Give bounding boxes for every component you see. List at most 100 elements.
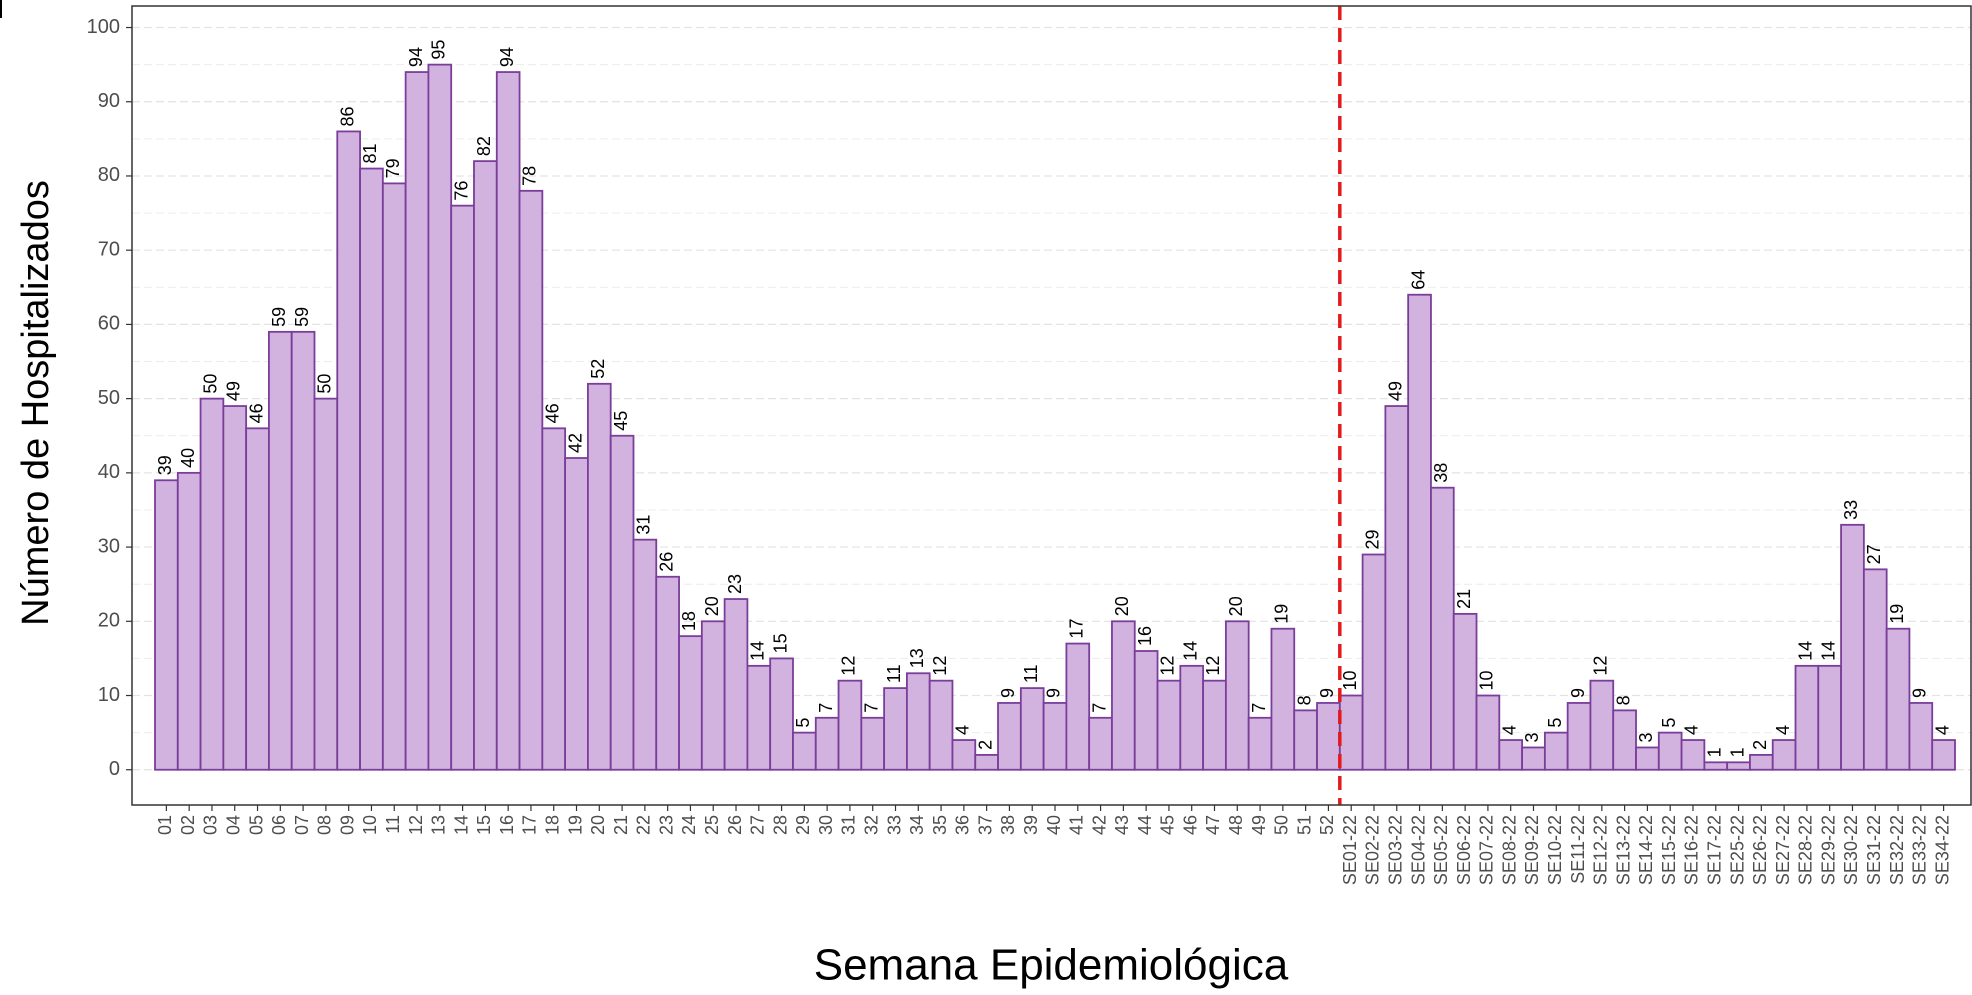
bar: [1338, 694, 1364, 771]
data-label: 4: [953, 725, 973, 735]
bar: [1384, 405, 1410, 771]
data-label: 49: [1386, 381, 1406, 401]
bar: [518, 189, 544, 771]
data-label: 9: [1317, 688, 1337, 698]
data-label: 95: [429, 40, 449, 60]
data-label: 5: [793, 718, 813, 728]
x-tick-label: SE01-22: [1340, 815, 1360, 885]
data-label: 10: [1340, 670, 1360, 690]
bar: [1042, 702, 1068, 771]
x-tick-label: 17: [520, 815, 540, 835]
x-tick-label: 30: [816, 815, 836, 835]
bar: [609, 434, 635, 771]
bar: [1566, 702, 1592, 771]
x-tick-label: SE32-22: [1887, 815, 1907, 885]
data-label: 42: [565, 433, 585, 453]
bar: [564, 457, 589, 771]
bar: [1065, 642, 1091, 771]
plot-border: [131, 5, 1972, 806]
x-tick-label: SE25-22: [1727, 815, 1747, 885]
bar: [1088, 716, 1113, 771]
data-label: 94: [497, 47, 517, 67]
data-label: 76: [451, 181, 471, 201]
bar: [678, 635, 703, 771]
data-label: 94: [406, 47, 426, 67]
bar: [541, 427, 567, 771]
data-label: 59: [292, 307, 312, 327]
data-label: 4: [1682, 725, 1702, 735]
bar: [245, 427, 270, 771]
data-label: 52: [588, 359, 608, 379]
x-tick-label: SE30-22: [1841, 815, 1861, 885]
x-tick-label: SE26-22: [1750, 815, 1770, 885]
x-tick-label: 44: [1135, 815, 1155, 835]
data-label: 29: [1363, 529, 1383, 549]
x-tick-label: 32: [861, 815, 881, 835]
y-tick-label: 50: [98, 387, 120, 409]
x-tick-label: 38: [998, 815, 1018, 835]
x-tick-label: SE31-22: [1864, 815, 1884, 885]
bar: [1293, 709, 1318, 771]
data-label: 11: [884, 664, 904, 683]
data-label: 21: [1454, 589, 1474, 609]
bar: [792, 731, 817, 771]
y-tick-label: 30: [98, 535, 120, 557]
x-tick-label: 35: [930, 815, 950, 835]
bar: [1771, 739, 1797, 771]
x-tick-label: 43: [1112, 815, 1132, 835]
data-label: 18: [679, 611, 699, 631]
x-tick-label: 08: [315, 815, 335, 835]
data-label: 33: [1841, 500, 1861, 520]
x-tick-label: 50: [1272, 815, 1292, 835]
x-tick-label: 25: [702, 815, 722, 835]
data-label: 3: [1522, 732, 1542, 742]
bar: [1794, 664, 1820, 771]
data-label: 12: [1158, 656, 1178, 676]
data-label: 79: [383, 158, 403, 178]
bar: [450, 204, 475, 771]
bar: [1543, 731, 1569, 771]
x-tick-label: SE14-22: [1636, 815, 1656, 885]
bar: [381, 182, 407, 771]
x-tick-label: 36: [953, 815, 973, 835]
x-tick-label: 29: [793, 815, 813, 835]
data-label: 59: [269, 307, 289, 327]
x-tick-label: SE29-22: [1818, 815, 1838, 885]
bar: [1840, 523, 1865, 771]
bar: [587, 382, 612, 771]
x-tick-label: 01: [155, 815, 175, 835]
data-label: 1: [1727, 747, 1747, 757]
bar: [1316, 702, 1341, 771]
x-tick-label: 45: [1158, 815, 1178, 835]
data-label: 7: [861, 703, 881, 713]
data-label: 39: [155, 455, 175, 475]
bar: [1019, 687, 1045, 771]
data-label: 20: [702, 596, 722, 616]
data-label: 7: [1089, 703, 1109, 713]
y-tick-label: 60: [98, 313, 120, 335]
bar: [1430, 486, 1455, 771]
data-label: 14: [1818, 641, 1838, 661]
data-label: 86: [337, 106, 357, 126]
bar: [1133, 650, 1159, 771]
bar: [700, 620, 726, 771]
data-label: 20: [1112, 596, 1132, 616]
data-label: 12: [1203, 656, 1223, 676]
x-tick-label: 42: [1089, 815, 1109, 835]
bar: [1202, 679, 1227, 771]
data-label: 64: [1408, 270, 1428, 290]
x-tick-label: SE17-22: [1705, 815, 1725, 885]
bar: [723, 598, 749, 771]
x-tick-label: 52: [1317, 815, 1337, 835]
bar: [199, 397, 225, 771]
data-label: 19: [1272, 604, 1292, 624]
x-tick-label: SE09-22: [1522, 815, 1542, 885]
data-label: 12: [1591, 656, 1611, 676]
x-tick-label: 47: [1203, 815, 1223, 835]
bar: [1589, 679, 1615, 771]
bar: [1475, 694, 1501, 771]
x-tick-label: SE08-22: [1499, 815, 1519, 885]
x-tick-label: 07: [292, 815, 312, 835]
bar: [928, 679, 954, 771]
bar: [495, 71, 521, 771]
